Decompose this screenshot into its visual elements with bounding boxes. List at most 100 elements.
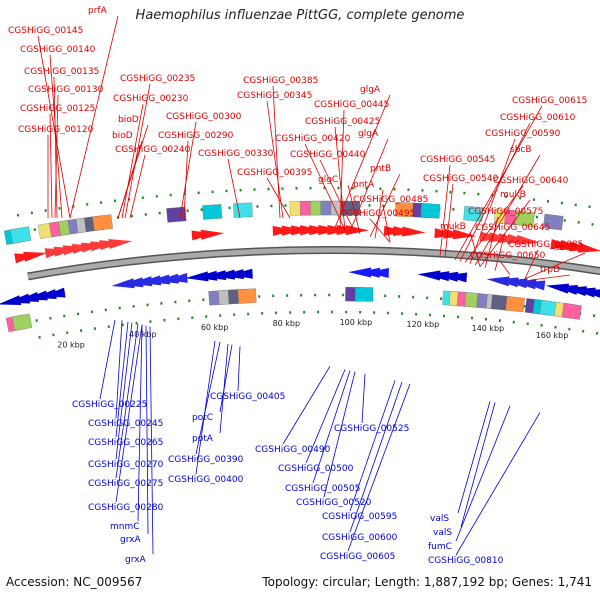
forward-gene-label: sbcB [555, 243, 577, 253]
genome-summary: Topology: circular; Length: 1,887,192 bp… [262, 575, 592, 589]
reverse-gene-label: CGSHiGG_00605 [320, 552, 395, 562]
reverse-gene-label: CGSHiGG_00265 [88, 438, 163, 448]
forward-leader-line [266, 177, 291, 219]
backbone-highlight [27, 247, 600, 279]
forward-gene-label: trpD [540, 265, 560, 275]
forward-gene-arrow [200, 229, 225, 240]
reverse-gene-label: CGSHiGG_00810 [428, 556, 504, 566]
reverse-gene-label: fumC [428, 542, 452, 552]
feature-box-outer [10, 226, 32, 244]
forward-leader-line [49, 54, 63, 219]
reverse-leader-line [137, 324, 143, 522]
forward-leader-line [484, 216, 499, 269]
forward-gene-arrow [23, 251, 48, 262]
forward-leader-line [369, 173, 401, 238]
feature-box-outer [92, 214, 113, 231]
forward-gene-label: CGSHiGG_00610 [500, 113, 576, 123]
reverse-gene-arrow [137, 275, 162, 286]
forward-gene-label: CGSHiGG_00485 [353, 195, 428, 205]
forward-leader-line [183, 140, 189, 219]
forward-gene-arrow [402, 226, 426, 237]
reverse-gene-arrow [146, 274, 171, 285]
forward-gene-label: CGSHiGG_00420 [275, 134, 351, 144]
forward-gene-label: CGSHiGG_00445 [314, 100, 389, 110]
forward-gene-label: pntB [370, 164, 391, 174]
forward-leader-line [454, 105, 543, 261]
forward-gene-arrow [108, 238, 133, 249]
tick-label: 80 kbp [273, 319, 301, 328]
reverse-gene-arrow [194, 270, 218, 281]
forward-leader-line [121, 103, 144, 219]
reverse-gene-arrow [581, 289, 600, 298]
forward-gene-label: CGSHiGG_00440 [290, 150, 366, 160]
forward-leader-line [49, 113, 53, 219]
reverse-gene-arrow [504, 278, 528, 289]
forward-leader-line [54, 94, 59, 219]
forward-leader-line [369, 218, 391, 243]
forward-gene-label: CGSHiGG_00495 [340, 209, 415, 219]
reverse-gene-label: CGSHiGG_00505 [285, 484, 360, 494]
reverse-genes [0, 267, 600, 306]
reverse-gene-label: CGSHiGG_00270 [88, 460, 164, 470]
reverse-gene-arrow [486, 276, 510, 287]
reverse-gene-label: CGSHiGG_00405 [210, 392, 285, 402]
forward-gene-label: bioD [118, 115, 139, 125]
forward-gene-label: mukB [440, 222, 466, 232]
forward-leader-line [494, 232, 506, 271]
forward-gene-label: CGSHiGG_00230 [113, 94, 189, 104]
forward-gene-arrow [345, 225, 369, 236]
forward-gene-label: pntA [353, 180, 375, 190]
reverse-leader-line [115, 320, 123, 419]
feature-box-inner [561, 302, 582, 320]
forward-gene-label: CGSHiGG_00135 [24, 67, 99, 77]
reverse-leader-line [305, 369, 346, 464]
reverse-gene-arrow [155, 273, 179, 284]
reverse-gene-label: valS [433, 528, 452, 538]
forward-gene-label: CGSHiGG_00640 [493, 176, 569, 186]
forward-leader-line [53, 76, 58, 219]
reverse-leader-line [99, 319, 116, 400]
forward-gene-arrow [452, 229, 477, 240]
forward-leader-line [334, 126, 346, 231]
tick-label: 120 kbp [407, 320, 440, 329]
forward-gene-label: CGSHiGG_00615 [512, 96, 587, 106]
forward-leader-line [37, 35, 71, 219]
forward-gene-label: CGSHiGG_00650 [470, 251, 546, 261]
forward-leader-line [124, 83, 151, 219]
feature-box-outer [233, 202, 253, 218]
forward-gene-arrow [516, 234, 540, 245]
reverse-leader-line [115, 323, 139, 479]
kbp-ticks: 20 kbp 40 kbp 60 kbp 80 kbp 100 kbp 120 kbp 14… [57, 318, 568, 349]
reverse-gene-arrow [220, 269, 244, 280]
reverse-gene-arrow [42, 287, 66, 298]
forward-gene-label: glgA [358, 129, 379, 139]
reverse-gene-label: CGSHiGG_00245 [88, 419, 163, 429]
backbone-group [16, 186, 600, 339]
reverse-gene-arrow [120, 277, 144, 288]
feature-box-inner [11, 313, 33, 331]
forward-gene-label: CGSHiGG_00300 [166, 112, 242, 122]
reverse-gene-arrow [435, 271, 459, 282]
reverse-gene-arrow [426, 271, 450, 282]
forward-leader-line [227, 158, 241, 219]
forward-gene-label: CGSHiGG_00290 [158, 131, 234, 141]
accession-label: Accession: NC_009567 [6, 575, 143, 589]
feature-box-outer [542, 213, 564, 231]
forward-leader-line [529, 274, 571, 281]
forward-gene-label: CGSHiGG_00395 [237, 168, 312, 178]
forward-leader-line [272, 85, 281, 219]
forward-leader-line [339, 109, 345, 229]
tick-label: 100 kbp [340, 318, 373, 327]
forward-gene-label: CGSHiGG_00590 [485, 129, 561, 139]
reverse-leader-line [349, 381, 403, 533]
reverse-gene-arrow [129, 276, 153, 287]
forward-leader-line [524, 249, 539, 279]
reverse-gene-label: CGSHiGG_00400 [168, 475, 244, 485]
forward-gene-label: CGSHiGG_00330 [198, 149, 274, 159]
guide-ring [38, 310, 600, 339]
forward-leader-line [474, 154, 541, 266]
reverse-leader-line [115, 321, 129, 438]
feature-box-outer [514, 210, 535, 227]
tick-label: 60 kbp [201, 323, 229, 332]
forward-gene-label: mukB [500, 190, 526, 200]
